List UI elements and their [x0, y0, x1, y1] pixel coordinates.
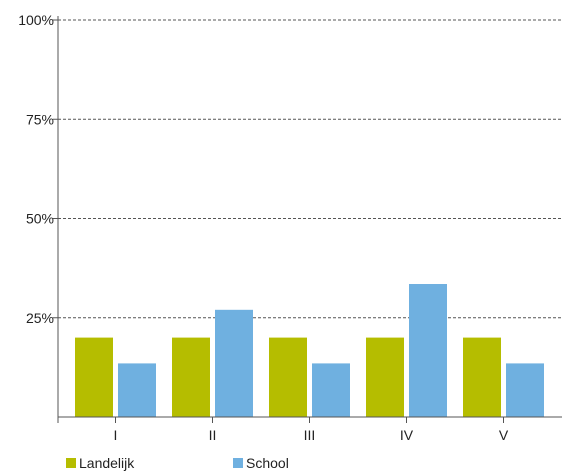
y-tick-label: 100% — [18, 12, 54, 28]
y-tick-label: 50% — [26, 211, 54, 227]
y-tick-label: 25% — [26, 310, 54, 326]
x-tick-label: IV — [400, 427, 414, 443]
bar-landelijk-ii[interactable] — [172, 337, 210, 417]
bar-landelijk-iii[interactable] — [269, 337, 307, 417]
x-tick-label: V — [499, 427, 509, 443]
bar-school-iv[interactable] — [409, 284, 447, 417]
x-tick-label: II — [209, 427, 217, 443]
legend-label-school: School — [246, 455, 289, 471]
legend-item-landelijk[interactable]: Landelijk — [66, 455, 134, 471]
x-tick-label: I — [114, 427, 118, 443]
bar-school-ii[interactable] — [215, 309, 253, 417]
x-tick-label: III — [304, 427, 316, 443]
legend: Landelijk School — [0, 455, 564, 472]
bar-landelijk-v[interactable] — [463, 337, 501, 417]
legend-item-school[interactable]: School — [233, 455, 289, 471]
bars — [75, 284, 544, 417]
bar-school-v[interactable] — [506, 363, 544, 417]
y-axis: 25% 50% 75% 100% — [18, 12, 59, 423]
gridlines — [58, 19, 562, 319]
bar-landelijk-iv[interactable] — [366, 337, 404, 417]
bar-school-iii[interactable] — [312, 363, 350, 417]
legend-swatch-school — [233, 458, 243, 468]
x-axis: I II III IV V — [58, 416, 562, 443]
legend-swatch-landelijk — [66, 458, 76, 468]
bar-school-i[interactable] — [118, 363, 156, 417]
bar-landelijk-i[interactable] — [75, 337, 113, 417]
legend-label-landelijk: Landelijk — [79, 455, 135, 471]
y-tick-label: 75% — [26, 111, 54, 127]
